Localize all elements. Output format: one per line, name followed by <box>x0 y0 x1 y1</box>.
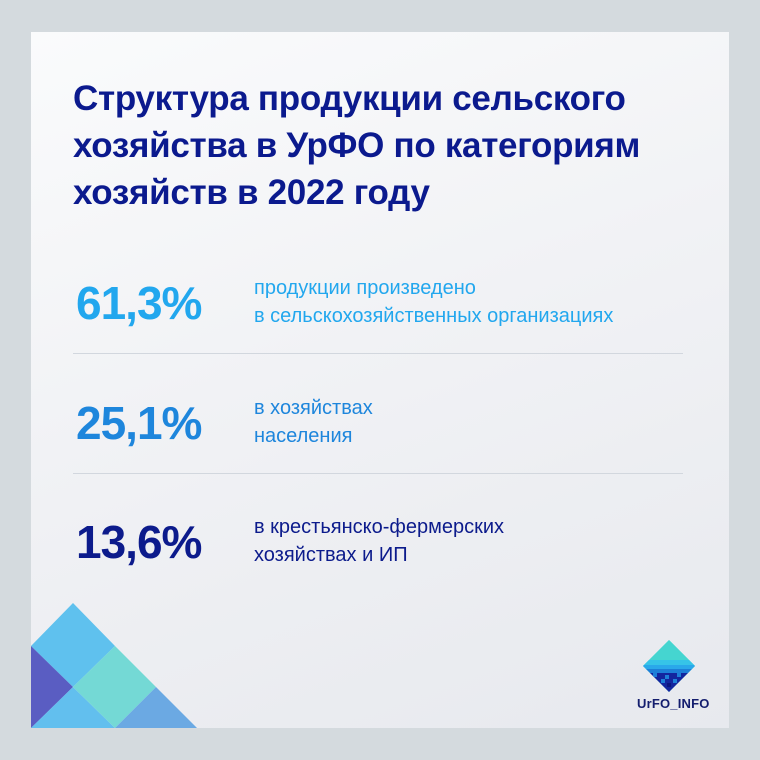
divider <box>73 473 683 474</box>
stat-value: 61,3% <box>76 277 202 329</box>
stat-row-farms: 13,6% в крестьянско-фермерских хозяйства… <box>73 516 693 589</box>
urfo-diamond-logo-icon <box>643 640 695 692</box>
stat-value: 25,1% <box>76 397 202 449</box>
title-line-2: хозяйства в УрФО по категориям <box>73 126 641 165</box>
stat-description: продукции произведено в сельскохозяйстве… <box>254 274 613 330</box>
stat-description-line-2: хозяйствах и ИП <box>254 544 408 566</box>
stat-description: в крестьянско-фермерских хозяйствах и ИП <box>254 513 504 569</box>
stat-description-line-1: продукции произведено <box>254 277 476 299</box>
infographic-card: Структура продукции сельского хозяйства … <box>31 32 729 728</box>
stat-description-line-2: населения <box>254 425 353 447</box>
stat-description-line-1: в хозяйствах <box>254 397 373 419</box>
title-line-1: Структура продукции сельского <box>73 79 626 118</box>
logo-text: UrFO_INFO <box>637 696 710 711</box>
stat-row-agricultural-organizations: 61,3% продукции произведено в сельскохоз… <box>73 277 693 350</box>
stat-description-line-1: в крестьянско-фермерских <box>254 516 505 538</box>
stat-description-line-2: в сельскохозяйственных организациях <box>254 305 614 327</box>
stat-value: 13,6% <box>76 516 202 568</box>
page-title: Структура продукции сельского хозяйства … <box>73 75 713 216</box>
stat-description: в хозяйствах населения <box>254 394 373 450</box>
stat-row-households: 25,1% в хозяйствах населения <box>73 397 693 470</box>
divider <box>73 353 683 354</box>
title-line-3: хозяйств в 2022 году <box>73 173 430 212</box>
decorative-diamonds-icon <box>31 603 197 728</box>
